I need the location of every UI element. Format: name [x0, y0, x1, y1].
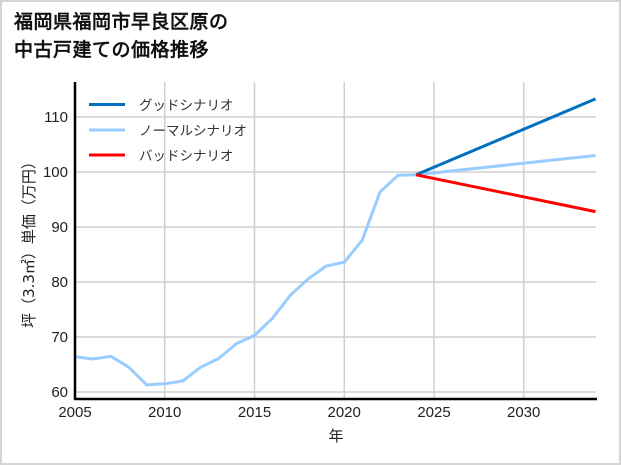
x-tick-label: 2010 [148, 404, 181, 421]
legend-label-bad: バッドシナリオ [139, 149, 234, 165]
x-tick-label: 2025 [417, 404, 450, 421]
legend: グッドシナリオ ノーマルシナリオ バッドシナリオ [89, 98, 247, 165]
chart-title-line-2: 中古戸建ての価格推移 [14, 39, 210, 61]
y-tick-label: 80 [51, 274, 68, 291]
chart-title-line-1: 福岡県福岡市早良区原の [14, 11, 229, 33]
legend-item-normal: ノーマルシナリオ [89, 124, 247, 140]
axes [73, 82, 597, 401]
x-tick-label: 2020 [328, 404, 361, 421]
y-axis-label: 坪（3.3㎡）単価（万円） [20, 154, 38, 328]
y-tick-label: 70 [51, 329, 68, 346]
data-series [74, 97, 597, 387]
legend-item-bad: バッドシナリオ [89, 149, 234, 165]
series-good-scenario [415, 97, 597, 177]
x-tick-label: 2015 [238, 404, 271, 421]
y-tick-label: 90 [51, 219, 68, 236]
series-bad-scenario [415, 173, 596, 214]
series-normal-scenario [74, 154, 596, 387]
x-tick-labels: 2005 2010 2015 2020 2025 2030 [58, 404, 540, 421]
x-tick-label: 2030 [507, 404, 540, 421]
chart-title: 福岡県福岡市早良区原の 中古戸建ての価格推移 [14, 8, 229, 64]
y-tick-labels: 60 70 80 90 100 110 [43, 109, 68, 401]
legend-item-good: グッドシナリオ [89, 98, 234, 114]
x-tick-label: 2005 [58, 404, 91, 421]
x-axis-label: 年 [328, 427, 343, 445]
y-tick-label: 110 [44, 109, 68, 126]
gridlines [74, 82, 596, 399]
y-tick-label: 100 [43, 164, 68, 181]
legend-label-normal: ノーマルシナリオ [139, 124, 247, 140]
y-tick-label: 60 [51, 384, 68, 401]
legend-label-good: グッドシナリオ [139, 98, 234, 114]
